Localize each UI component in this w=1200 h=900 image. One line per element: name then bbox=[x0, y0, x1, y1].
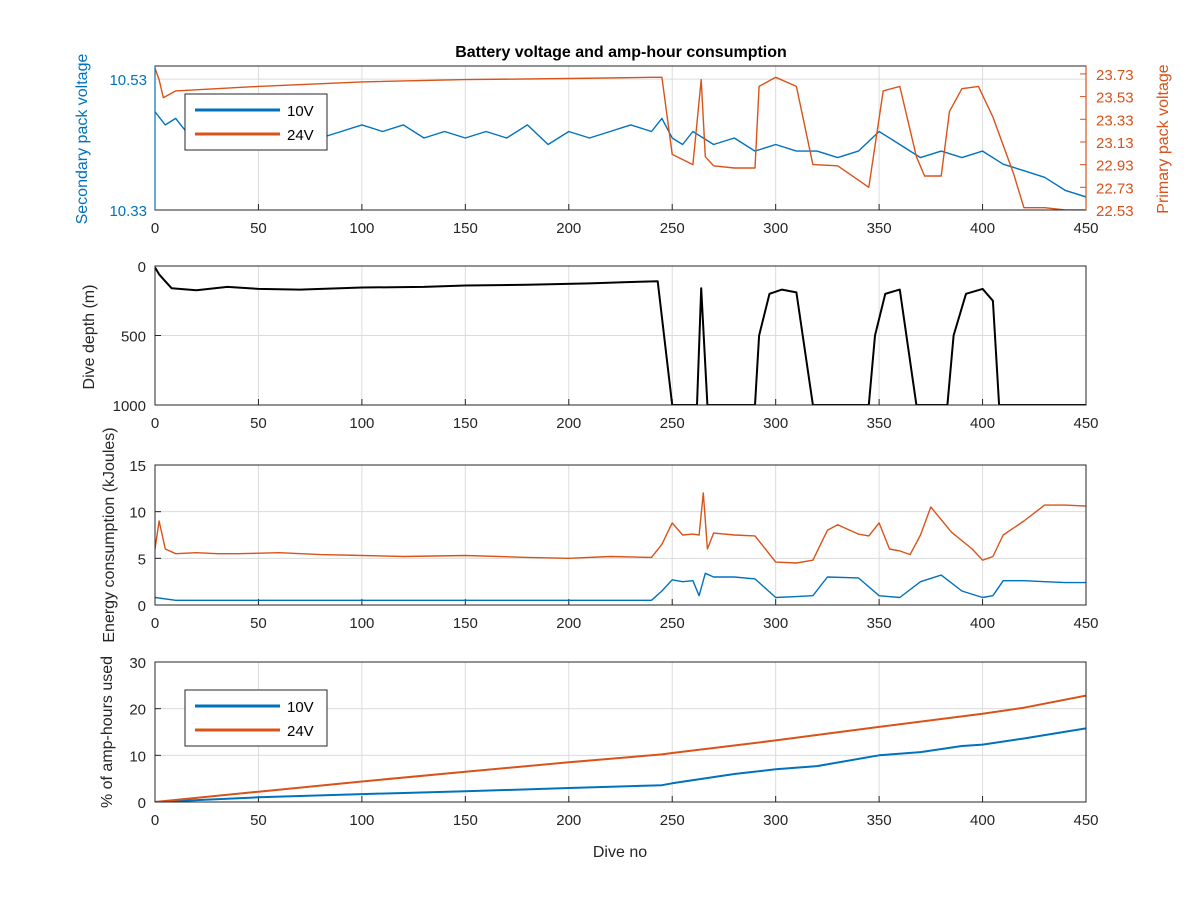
y-tick-label: 20 bbox=[129, 702, 146, 719]
depth-panel: 0 50 100 150 200 250 300 350 400 450 0 500 1000 bbox=[113, 259, 1099, 432]
x-tick-label: 100 bbox=[349, 220, 374, 237]
x-tick-label: 100 bbox=[349, 812, 374, 829]
legend-label-24v: 24V bbox=[287, 723, 314, 740]
y-tick-label: 15 bbox=[129, 458, 146, 475]
x-tick-label: 450 bbox=[1073, 812, 1098, 829]
y-tick-label: 10 bbox=[129, 748, 146, 765]
series-24v-line bbox=[155, 68, 1086, 210]
x-tick-label: 450 bbox=[1073, 220, 1098, 237]
amp-hours-panel: 0 50 100 150 200 250 300 350 400 450 0 10 20 30 bbox=[129, 655, 1098, 829]
right-tick-label: 22.53 bbox=[1096, 203, 1134, 220]
x-tick-label: 350 bbox=[867, 615, 892, 632]
x-tick-label: 0 bbox=[151, 220, 159, 237]
x-tick-label: 350 bbox=[867, 415, 892, 432]
y-tick-label: 500 bbox=[121, 329, 146, 346]
primary-voltage-axis-label: Primary pack voltage bbox=[1155, 64, 1172, 213]
y-tick-label: 10 bbox=[129, 505, 146, 522]
x-tick-label: 0 bbox=[151, 812, 159, 829]
amp-hours-legend: 10V 24V bbox=[184, 689, 328, 747]
x-tick-label: 0 bbox=[151, 615, 159, 632]
x-tick-label: 150 bbox=[453, 615, 478, 632]
voltage-legend-box bbox=[184, 93, 328, 151]
energy-panel: 0 50 100 150 200 250 300 350 400 450 0 5 10 15 bbox=[129, 458, 1098, 632]
left-tick-label: 10.33 bbox=[109, 203, 147, 220]
amp-hours-legend-box bbox=[184, 689, 328, 747]
series-depth-line bbox=[155, 266, 1086, 405]
x-tick-label: 300 bbox=[763, 415, 788, 432]
x-tick-label: 400 bbox=[970, 615, 995, 632]
x-tick-label: 450 bbox=[1073, 615, 1098, 632]
right-tick-label: 23.33 bbox=[1096, 112, 1134, 129]
x-tick-label: 100 bbox=[349, 415, 374, 432]
series-24v-line bbox=[155, 492, 1086, 564]
x-tick-label: 200 bbox=[556, 415, 581, 432]
x-tick-label: 200 bbox=[556, 615, 581, 632]
x-tick-label: 200 bbox=[556, 220, 581, 237]
x-tick-label: 250 bbox=[660, 812, 685, 829]
y-tick-label: 0 bbox=[138, 259, 146, 276]
right-tick-label: 22.93 bbox=[1096, 158, 1134, 175]
right-tick-label: 23.13 bbox=[1096, 135, 1134, 152]
x-tick-label: 50 bbox=[250, 220, 267, 237]
secondary-voltage-axis-label: Secondary pack voltage bbox=[74, 54, 91, 225]
x-tick-label: 50 bbox=[250, 812, 267, 829]
x-tick-label: 250 bbox=[660, 415, 685, 432]
y-tick-label: 30 bbox=[129, 655, 146, 672]
amp-hours-axis-label: % of amp-hours used bbox=[99, 656, 116, 808]
x-tick-label: 150 bbox=[453, 812, 478, 829]
depth-axis-label: Dive depth (m) bbox=[81, 285, 98, 390]
legend-label-10v: 10V bbox=[287, 699, 314, 716]
axes-frame bbox=[154, 661, 1087, 803]
x-tick-label: 400 bbox=[970, 220, 995, 237]
x-tick-label: 100 bbox=[349, 615, 374, 632]
right-tick-label: 22.73 bbox=[1096, 180, 1134, 197]
plot-area bbox=[155, 465, 1086, 605]
x-tick-label: 200 bbox=[556, 812, 581, 829]
x-tick-label: 300 bbox=[763, 220, 788, 237]
x-tick-label: 150 bbox=[453, 220, 478, 237]
x-tick-label: 400 bbox=[970, 415, 995, 432]
x-tick-label: 400 bbox=[970, 812, 995, 829]
right-tick-label: 23.53 bbox=[1096, 90, 1134, 107]
y-tick-label: 0 bbox=[138, 795, 146, 812]
x-tick-label: 300 bbox=[763, 615, 788, 632]
x-tick-label: 50 bbox=[250, 415, 267, 432]
axes-frame bbox=[154, 265, 1087, 406]
voltage-legend: 10V 24V bbox=[184, 93, 328, 151]
x-tick-label: 450 bbox=[1073, 415, 1098, 432]
x-tick-label: 350 bbox=[867, 220, 892, 237]
figure-title: Battery voltage and amp-hour consumption bbox=[455, 44, 787, 61]
x-tick-label: 350 bbox=[867, 812, 892, 829]
series-24v-line bbox=[155, 694, 1086, 802]
energy-axis-label: Energy consumption (kJoules) bbox=[101, 427, 118, 642]
legend-label-24v: 24V bbox=[287, 127, 314, 144]
x-tick-label: 0 bbox=[151, 415, 159, 432]
x-tick-label: 300 bbox=[763, 812, 788, 829]
left-tick-label: 10.53 bbox=[109, 72, 147, 89]
y-tick-label: 1000 bbox=[113, 398, 146, 415]
y-tick-label: 5 bbox=[138, 551, 146, 568]
right-tick-label: 23.73 bbox=[1096, 67, 1134, 84]
series-10v-line bbox=[155, 572, 1086, 601]
x-tick-label: 50 bbox=[250, 615, 267, 632]
x-tick-label: 250 bbox=[660, 220, 685, 237]
series-10v-line bbox=[155, 727, 1086, 802]
dive-no-axis-label: Dive no bbox=[593, 844, 647, 861]
legend-label-10v: 10V bbox=[287, 103, 314, 120]
axes-frame bbox=[154, 464, 1087, 606]
y-tick-label: 0 bbox=[138, 598, 146, 615]
x-tick-label: 150 bbox=[453, 415, 478, 432]
x-tick-label: 250 bbox=[660, 615, 685, 632]
